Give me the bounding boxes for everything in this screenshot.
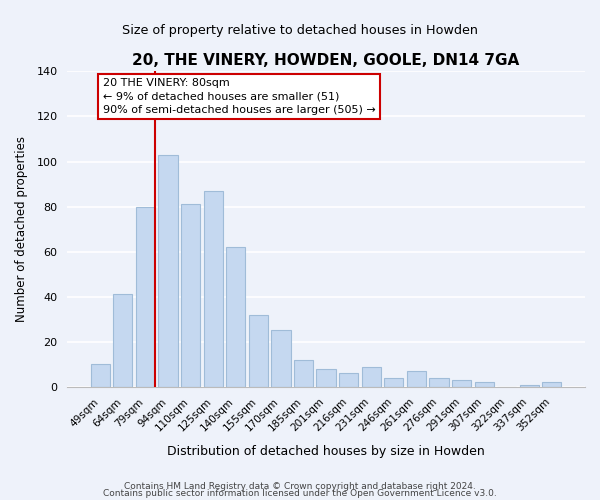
Bar [430,378,449,387]
Bar [339,374,358,387]
Bar [158,155,178,387]
Text: 20 THE VINERY: 80sqm
← 9% of detached houses are smaller (51)
90% of semi-detach: 20 THE VINERY: 80sqm ← 9% of detached ho… [103,78,376,114]
Bar [407,371,426,387]
Bar [249,314,268,387]
Bar [136,206,155,387]
Y-axis label: Number of detached properties: Number of detached properties [15,136,28,322]
Bar [203,191,223,387]
Bar [181,204,200,387]
Bar [520,384,539,387]
Bar [294,360,313,387]
Bar [271,330,290,387]
Bar [362,366,381,387]
Text: Contains HM Land Registry data © Crown copyright and database right 2024.: Contains HM Land Registry data © Crown c… [124,482,476,491]
Text: Contains public sector information licensed under the Open Government Licence v3: Contains public sector information licen… [103,490,497,498]
Bar [384,378,403,387]
Bar [226,247,245,387]
Bar [113,294,133,387]
Bar [91,364,110,387]
Bar [542,382,562,387]
Bar [316,369,335,387]
Title: 20, THE VINERY, HOWDEN, GOOLE, DN14 7GA: 20, THE VINERY, HOWDEN, GOOLE, DN14 7GA [133,52,520,68]
Bar [452,380,471,387]
Text: Size of property relative to detached houses in Howden: Size of property relative to detached ho… [122,24,478,37]
X-axis label: Distribution of detached houses by size in Howden: Distribution of detached houses by size … [167,444,485,458]
Bar [475,382,494,387]
